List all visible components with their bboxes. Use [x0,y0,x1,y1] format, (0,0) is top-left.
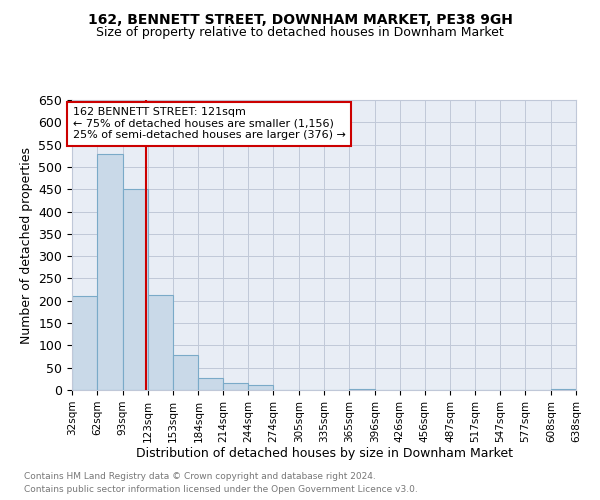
Bar [148,295,173,390]
Bar [349,388,375,390]
Y-axis label: Number of detached properties: Number of detached properties [20,146,33,344]
Bar [72,296,97,390]
X-axis label: Distribution of detached houses by size in Downham Market: Distribution of detached houses by size … [136,448,512,460]
Text: 162, BENNETT STREET, DOWNHAM MARKET, PE38 9GH: 162, BENNETT STREET, DOWNHAM MARKET, PE3… [88,12,512,26]
Text: Contains HM Land Registry data © Crown copyright and database right 2024.: Contains HM Land Registry data © Crown c… [24,472,376,481]
Bar [551,389,576,390]
Bar [97,154,123,390]
Bar [199,378,223,390]
Text: Size of property relative to detached houses in Downham Market: Size of property relative to detached ho… [96,26,504,39]
Bar [248,385,273,390]
Text: 162 BENNETT STREET: 121sqm
← 75% of detached houses are smaller (1,156)
25% of s: 162 BENNETT STREET: 121sqm ← 75% of deta… [73,108,346,140]
Bar [123,189,148,390]
Bar [223,384,248,390]
Text: Contains public sector information licensed under the Open Government Licence v3: Contains public sector information licen… [24,485,418,494]
Bar [173,355,199,390]
